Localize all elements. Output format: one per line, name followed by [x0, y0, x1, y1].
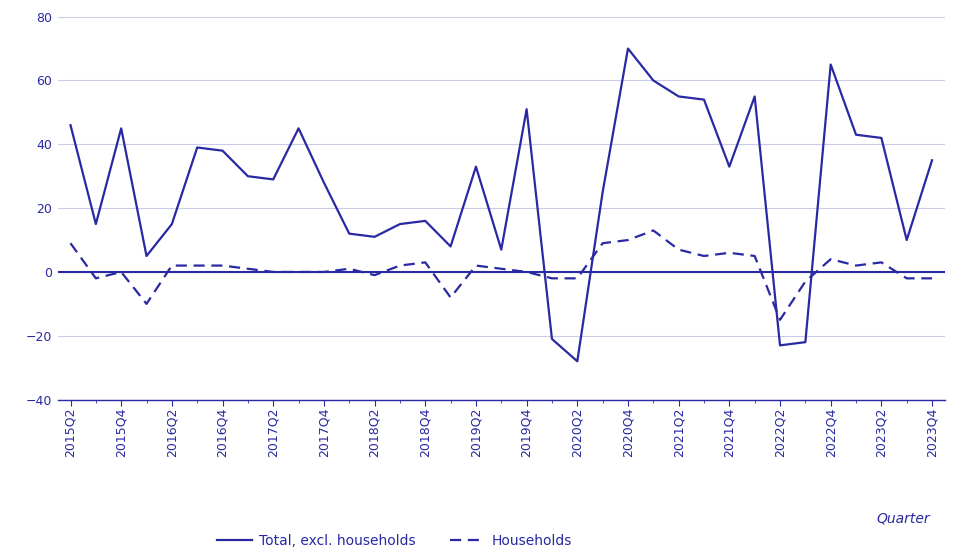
Total, excl. households — [65, 122, 76, 128]
Households — [444, 294, 456, 301]
Total, excl. households — [318, 179, 330, 186]
Households — [799, 278, 811, 285]
Total, excl. households — [724, 163, 736, 170]
Total, excl. households — [850, 132, 862, 138]
Households — [572, 275, 583, 281]
Total, excl. households — [242, 173, 254, 179]
Total, excl. households — [192, 144, 203, 151]
Households — [597, 240, 608, 246]
Households — [749, 253, 761, 259]
Total, excl. households — [419, 218, 431, 224]
Households — [673, 246, 684, 253]
Total, excl. households — [901, 236, 913, 243]
Households — [419, 259, 431, 266]
Total, excl. households — [369, 234, 381, 240]
Total, excl. households — [648, 77, 659, 84]
Households — [90, 275, 101, 281]
Total, excl. households — [116, 125, 127, 132]
Total, excl. households — [343, 230, 355, 237]
Total, excl. households — [293, 125, 305, 132]
Total, excl. households — [825, 61, 837, 68]
Households — [875, 259, 887, 266]
Households — [318, 269, 330, 275]
Total, excl. households — [90, 221, 101, 228]
Households — [648, 227, 659, 234]
Total, excl. households — [547, 336, 558, 342]
Households — [926, 275, 938, 281]
Total, excl. households — [926, 157, 938, 164]
Total, excl. households — [622, 46, 633, 52]
Total, excl. households — [597, 189, 608, 195]
Legend: Total, excl. households, Households: Total, excl. households, Households — [212, 528, 578, 553]
Households — [116, 269, 127, 275]
Total, excl. households — [267, 176, 279, 183]
Households — [166, 263, 177, 269]
Households — [547, 275, 558, 281]
Households — [369, 272, 381, 279]
Households — [850, 263, 862, 269]
Households — [192, 263, 203, 269]
Households — [65, 240, 76, 246]
Households — [217, 263, 228, 269]
Total, excl. households — [799, 339, 811, 345]
Households — [825, 256, 837, 263]
Total, excl. households — [141, 253, 152, 259]
Total, excl. households — [875, 135, 887, 142]
Text: Quarter: Quarter — [876, 512, 930, 526]
Households — [141, 301, 152, 307]
Total, excl. households — [394, 221, 406, 228]
Total, excl. households — [698, 96, 710, 103]
Total, excl. households — [673, 93, 684, 100]
Households — [394, 263, 406, 269]
Total, excl. households — [166, 221, 177, 228]
Total, excl. households — [749, 93, 761, 100]
Total, excl. households — [217, 147, 228, 154]
Households — [521, 269, 532, 275]
Households — [901, 275, 913, 281]
Total, excl. households — [774, 342, 786, 349]
Total, excl. households — [495, 246, 507, 253]
Households — [774, 316, 786, 323]
Households — [267, 269, 279, 275]
Households — [293, 269, 305, 275]
Line: Total, excl. households: Total, excl. households — [70, 49, 932, 361]
Households — [242, 265, 254, 272]
Line: Households: Households — [70, 230, 932, 320]
Households — [724, 250, 736, 256]
Total, excl. households — [444, 243, 456, 250]
Total, excl. households — [521, 106, 532, 113]
Households — [622, 236, 633, 243]
Households — [470, 263, 482, 269]
Households — [343, 265, 355, 272]
Households — [698, 253, 710, 259]
Total, excl. households — [572, 358, 583, 365]
Total, excl. households — [470, 163, 482, 170]
Households — [495, 265, 507, 272]
